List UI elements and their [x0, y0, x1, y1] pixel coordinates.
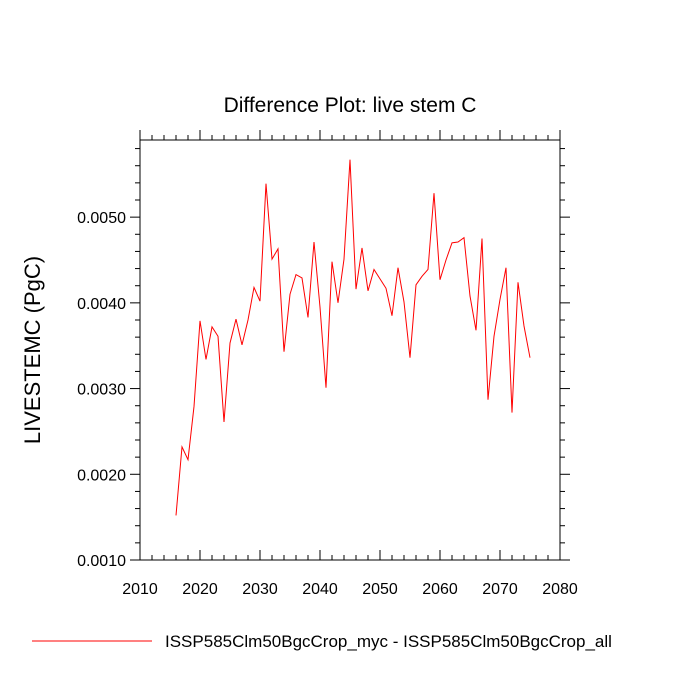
chart-title: Difference Plot: live stem C — [224, 94, 477, 117]
y-tick-label: 0.0050 — [77, 210, 126, 227]
y-tick-label: 0.0020 — [77, 467, 126, 484]
series-layer — [175, 159, 531, 516]
axes: 2010 2020 2030 2040 2050 2060 2070 2080 0.0010 0.… — [77, 130, 578, 598]
y-tick-label: 0.0040 — [77, 296, 126, 313]
y-tick-label: 0.0030 — [77, 382, 126, 399]
x-tick-label: 2050 — [362, 581, 398, 598]
legend: ISSP585Clm50BgcCrop_myc - ISSP585Clm50Bg… — [32, 632, 612, 651]
legend-label: ISSP585Clm50BgcCrop_myc - ISSP585Clm50Bg… — [165, 632, 612, 651]
y-axis-label: LIVESTEMC (PgC) — [20, 256, 45, 444]
x-tick-label: 2080 — [542, 581, 578, 598]
x-tick-label: 2060 — [422, 581, 458, 598]
x-tick-label: 2010 — [122, 581, 158, 598]
x-tick-label: 2070 — [482, 581, 518, 598]
plot-frame — [139, 139, 561, 561]
x-tick-label: 2030 — [242, 581, 278, 598]
x-tick-label: 2020 — [182, 581, 218, 598]
series-line-0 — [175, 159, 531, 516]
y-tick-label: 0.0010 — [77, 553, 126, 570]
x-tick-label: 2040 — [302, 581, 338, 598]
